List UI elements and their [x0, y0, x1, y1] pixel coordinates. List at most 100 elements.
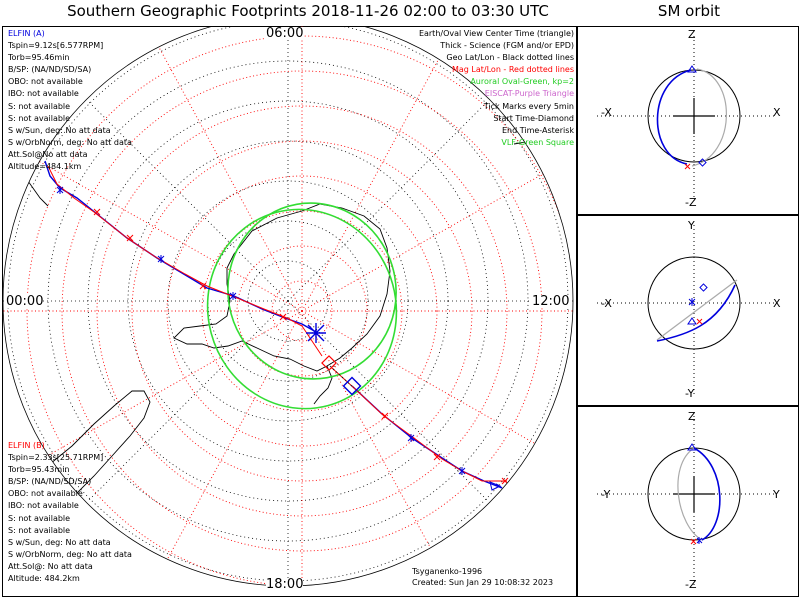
panel-border: [577, 215, 799, 406]
legend-thick: Thick - Science (FGM and/or EPD): [440, 41, 574, 51]
elfin-a-line: S w/OrbNorm, deg: No att data: [8, 137, 132, 147]
clock-label-top: 06:00: [266, 26, 304, 41]
elfin-b-line: Torb=95.43min: [8, 465, 70, 475]
legend-eiscat: EISCAT-Purple Triangle: [484, 89, 574, 99]
axis-label-bottom: -Z: [685, 578, 697, 591]
orbit-b-marker: [684, 163, 691, 170]
elfin-a-line: S: not available: [8, 101, 71, 111]
orbit-triangle: [687, 65, 697, 73]
axis-label-left: -X: [601, 106, 612, 119]
axis-label-bottom: -Y: [685, 387, 695, 400]
elfin-a-line: OBO: not available: [8, 77, 83, 87]
elfin-b-orbit: [677, 447, 703, 541]
axis-label-top: Z: [688, 410, 696, 423]
orbit-b-marker: [690, 538, 697, 545]
axis-label-right: Y: [772, 488, 780, 501]
panel-border: [577, 26, 799, 215]
elfin-a-line: Tspin=9.12s[6.577RPM]: [8, 41, 104, 51]
elfin-b-line: S: not available: [8, 513, 71, 523]
antarctic-peninsula: [313, 365, 333, 405]
elfin-a-track: [44, 160, 317, 333]
elfin-b-start-diamond: [321, 355, 337, 371]
axis-label-left: -X: [601, 297, 612, 310]
axis-label-right: X: [773, 106, 781, 119]
orbit-a-diamond: [699, 283, 708, 292]
elfin-b-line: S: not available: [8, 525, 71, 535]
orbit-title: SM orbit: [657, 2, 721, 20]
elfin-a-end-marker: [489, 481, 502, 491]
australia-outline: [513, 140, 573, 207]
elfin-a-center-asterisk: [306, 323, 326, 343]
axis-label-top: Z: [688, 28, 696, 41]
elfin-a-start-diamond: [342, 376, 362, 396]
legend-end: End Time-Asterisk: [501, 125, 574, 135]
legend-start: Start Time-Diamond: [493, 113, 574, 123]
elfin-b-line: Altitude: 484.2km: [8, 574, 80, 584]
panel-border: [577, 406, 799, 597]
legend-oval: Auroral Oval-Green, kp=2: [470, 77, 574, 87]
elfin-b-line: Tspin=2.33s[25.71RPM]: [8, 453, 104, 463]
legend-center: Earth/Oval View Center Time (triangle): [418, 29, 574, 38]
elfin-a-ticks: [56, 186, 466, 475]
new-zealand-outline: [521, 485, 569, 505]
clock-label-right: 12:00: [532, 294, 570, 309]
orbit-a-asterisk: [688, 298, 696, 306]
elfin-a-orbit: [693, 447, 721, 541]
elfin-a-line: B/SP: (NA/ND/SD/SA): [8, 65, 92, 75]
elfin-a-line: Att.Sol@No att data: [8, 149, 88, 159]
elfin-b-ticks: [93, 208, 509, 485]
elfin-b-track: [47, 165, 323, 357]
elfin-b-line: B/SP: (NA/ND/SD/SA): [8, 477, 92, 487]
page-title: Southern Geographic Footprints 2018-11-2…: [67, 2, 549, 20]
axis-label-bottom: -Z: [685, 196, 697, 209]
elfin-b-orbit: [691, 68, 727, 167]
elfin-a-line: Torb=95.46min: [8, 53, 70, 63]
legend-mag: Mag Lat/Lon - Red dotted lines: [451, 65, 574, 75]
elfin-b-line: OBO: not available: [8, 489, 83, 499]
orbit-panel-xz: Z -Z -X X: [577, 26, 799, 215]
mag-meridians: [3, 26, 573, 586]
elfin-b-line: Att.Sol@: No att data: [8, 561, 93, 571]
elfin-a-line: Altitude=484.1km: [8, 162, 82, 172]
elfin-b-track-south: [331, 367, 507, 482]
connector-line: [329, 365, 355, 389]
legend-ticks: Tick Marks every 5min: [483, 101, 574, 111]
elfin-a-orbit: [656, 284, 736, 342]
legend-geo: Geo Lat/Lon - Black dotted lines: [446, 53, 574, 63]
axis-label-right: X: [773, 297, 781, 310]
credits-created: Created: Sun Jan 29 10:08:32 2023: [412, 578, 554, 587]
elfin-a-orbit: [656, 69, 692, 165]
elfin-a-track-south: [351, 385, 503, 489]
elfin-a-info: ELFIN (A) Tspin=9.12s[6.577RPM] Torb=95.…: [8, 28, 132, 173]
south-america-outline: [16, 390, 151, 517]
axis-label-left: -Y: [601, 488, 611, 501]
orbit-panel-yz: Z -Z -Y Y: [577, 406, 799, 597]
clock-label-left: 00:00: [6, 294, 44, 309]
elfin-b-orbit: [656, 279, 738, 341]
elfin-b-line: S w/Sun, deg: No att data: [8, 537, 111, 547]
elfin-b-line: IBO: not available: [8, 501, 79, 511]
clock-label-bottom: 18:00: [266, 577, 304, 592]
elfin-a-line: S w/Sun, deg: No att data: [8, 125, 111, 135]
elfin-a-line: S: not available: [8, 113, 71, 123]
earth-circle: [647, 256, 741, 350]
orbit-b-marker: [696, 318, 703, 325]
axis-label-top: Y: [687, 219, 695, 232]
legend-vlf: VLF-Green Square: [501, 137, 574, 147]
map-border: [2, 26, 577, 597]
orbit-panel-xy: Y -Y -X X: [577, 215, 799, 406]
elfin-b-name: ELFIN (B): [8, 441, 45, 450]
credits-model: Tsyganenko-1996: [412, 567, 483, 576]
elfin-a-name: ELFIN (A): [8, 29, 45, 38]
auroral-oval-inner: [227, 202, 397, 380]
elfin-b-info: ELFIN (B) Tspin=2.33s[25.71RPM] Torb=95.…: [8, 440, 132, 585]
orbit-a-diamond: [698, 158, 707, 167]
auroral-oval-outer: [206, 208, 398, 410]
elfin-a-line: IBO: not available: [8, 89, 79, 99]
geo-meridians: [3, 26, 573, 586]
credits: Tsyganenko-1996 Created: Sun Jan 29 10:0…: [412, 566, 553, 588]
earth-circle: [647, 69, 741, 163]
elfin-b-line: S w/OrbNorm, deg: No att data: [8, 549, 132, 559]
orbit-triangle: [687, 317, 697, 325]
orbit-a-asterisk: [696, 537, 703, 544]
